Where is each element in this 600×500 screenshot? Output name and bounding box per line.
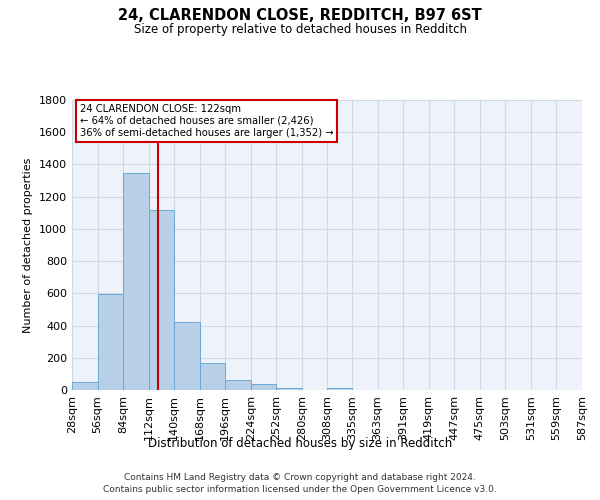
Text: Distribution of detached houses by size in Redditch: Distribution of detached houses by size … xyxy=(148,438,452,450)
Bar xyxy=(225,380,251,390)
Y-axis label: Number of detached properties: Number of detached properties xyxy=(23,158,34,332)
Bar xyxy=(72,382,98,390)
Bar xyxy=(98,294,123,390)
Text: 24 CLARENDON CLOSE: 122sqm
← 64% of detached houses are smaller (2,426)
36% of s: 24 CLARENDON CLOSE: 122sqm ← 64% of deta… xyxy=(80,104,333,138)
Bar xyxy=(123,172,149,390)
Text: Contains HM Land Registry data © Crown copyright and database right 2024.: Contains HM Land Registry data © Crown c… xyxy=(124,472,476,482)
Bar xyxy=(149,210,174,390)
Bar xyxy=(200,362,225,390)
Text: Size of property relative to detached houses in Redditch: Size of property relative to detached ho… xyxy=(133,22,467,36)
Bar xyxy=(251,384,277,390)
Bar xyxy=(174,322,200,390)
Text: Contains public sector information licensed under the Open Government Licence v3: Contains public sector information licen… xyxy=(103,485,497,494)
Bar xyxy=(328,388,352,390)
Text: 24, CLARENDON CLOSE, REDDITCH, B97 6ST: 24, CLARENDON CLOSE, REDDITCH, B97 6ST xyxy=(118,8,482,22)
Bar xyxy=(277,388,302,390)
